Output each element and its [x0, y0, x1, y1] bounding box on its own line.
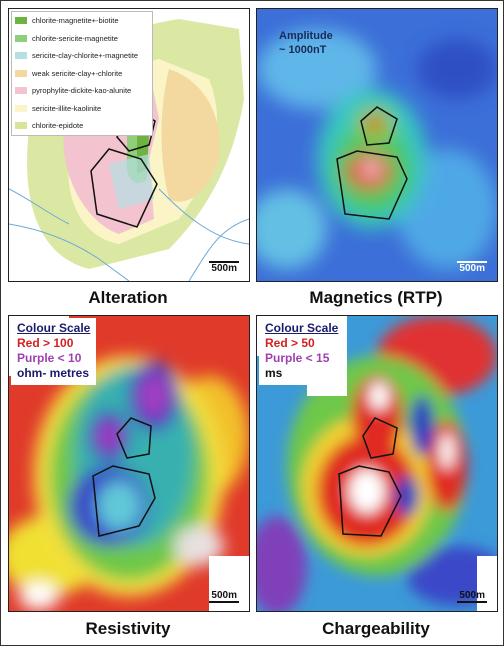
legend-item: sericite-illite-kaolinite [12, 100, 152, 118]
caption: Chargeability [322, 619, 430, 638]
caption: Magnetics (RTP) [309, 288, 443, 307]
colour-scale: Colour Scale Red > 100 Purple < 10 ohm- … [11, 318, 97, 385]
scale-bar: 500m [209, 261, 239, 274]
legend-label: weak sericite-clay+-chlorite [32, 68, 123, 78]
legend-label: chlorite-sericite-magnetite [32, 33, 118, 43]
legend-label: pyrophylite-dickite-kao-alunite [32, 86, 132, 96]
legend-item: sericite-clay-chlorite+-magnetite [12, 47, 152, 65]
alteration-map: chlorite-magnetite+-biotite chlorite-ser… [8, 8, 250, 282]
legend-label: chlorite-epidote [32, 121, 84, 131]
legend-item: weak sericite-clay+-chlorite [12, 65, 152, 83]
legend-label: sericite-illite-kaolinite [32, 103, 102, 113]
colour-scale: Colour Scale Red > 50 Purple < 15 ms [259, 318, 345, 385]
annotation-line: ~ 1000nT [279, 44, 327, 56]
annotation: Amplitude ~ 1000nT [279, 29, 333, 57]
colour-scale-line: Purple < 10 [17, 351, 82, 365]
colour-scale-line: Red > 100 [17, 336, 74, 350]
legend-item: chlorite-magnetite+-biotite [12, 12, 152, 30]
caption: Resistivity [85, 619, 171, 638]
magnetics-map: Amplitude ~ 1000nT 500m [256, 8, 498, 282]
scale-bar: 500m [457, 261, 487, 274]
legend-item: chlorite-epidote [12, 117, 152, 135]
caption: Alteration [88, 288, 168, 307]
colour-scale-line: Red > 50 [265, 336, 315, 350]
colour-scale-line: ms [265, 366, 283, 380]
legend-label: sericite-clay-chlorite+-magnetite [32, 51, 139, 61]
colour-scale-line: ohm- metres [17, 366, 90, 380]
colour-scale-title: Colour Scale [17, 321, 91, 335]
resistivity-map: Colour Scale Red > 100 Purple < 10 ohm- … [8, 315, 250, 612]
colour-scale-title: Colour Scale [265, 321, 339, 335]
chargeability-map: Colour Scale Red > 50 Purple < 15 ms 500… [256, 315, 498, 612]
legend-item: pyrophylite-dickite-kao-alunite [12, 82, 152, 100]
map [257, 9, 497, 281]
map [9, 316, 249, 611]
scale-bar: 500m [209, 590, 239, 603]
legend-item: chlorite-sericite-magnetite [12, 30, 152, 48]
colour-scale-line: Purple < 15 [265, 351, 330, 365]
map [257, 316, 497, 611]
scale-bar: 500m [457, 590, 487, 603]
annotation-line: Amplitude [279, 30, 333, 42]
legend-label: chlorite-magnetite+-biotite [32, 16, 119, 26]
legend: chlorite-magnetite+-biotite chlorite-ser… [11, 11, 153, 136]
